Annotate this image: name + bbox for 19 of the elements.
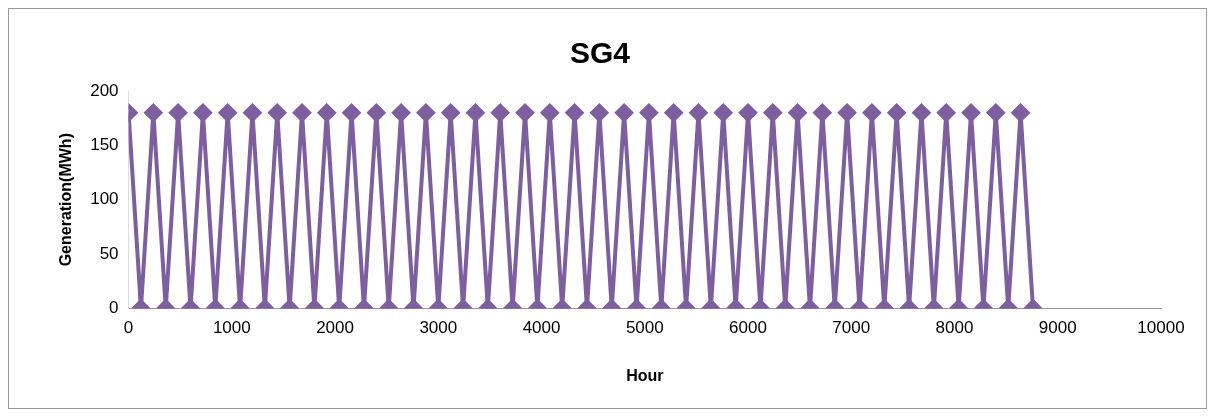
x-tick-label: 9000 [1038, 318, 1077, 338]
x-tick-label: 0 [123, 318, 134, 338]
x-tick-label: 5000 [625, 318, 664, 338]
x-tick-label: 1000 [212, 318, 251, 338]
y-axis-title: Generation(MWh) [57, 133, 75, 267]
x-tick-label: 6000 [729, 318, 767, 338]
y-tick-label: 0 [109, 298, 119, 318]
x-tick-label: 2000 [316, 318, 354, 338]
y-tick-label: 100 [90, 189, 119, 209]
x-tick-label: 8000 [935, 318, 974, 338]
x-tick-label: 7000 [832, 318, 871, 338]
y-tick-label: 150 [90, 135, 119, 155]
x-tick-label: 10000 [1137, 318, 1185, 338]
x-tick-label: 3000 [419, 318, 458, 338]
y-tick-label: 50 [99, 243, 119, 263]
x-tick-label: 4000 [522, 318, 561, 338]
x-axis-title: Hour [626, 366, 664, 384]
chart-title: SG4 [569, 36, 631, 70]
y-tick-label: 200 [90, 80, 119, 100]
